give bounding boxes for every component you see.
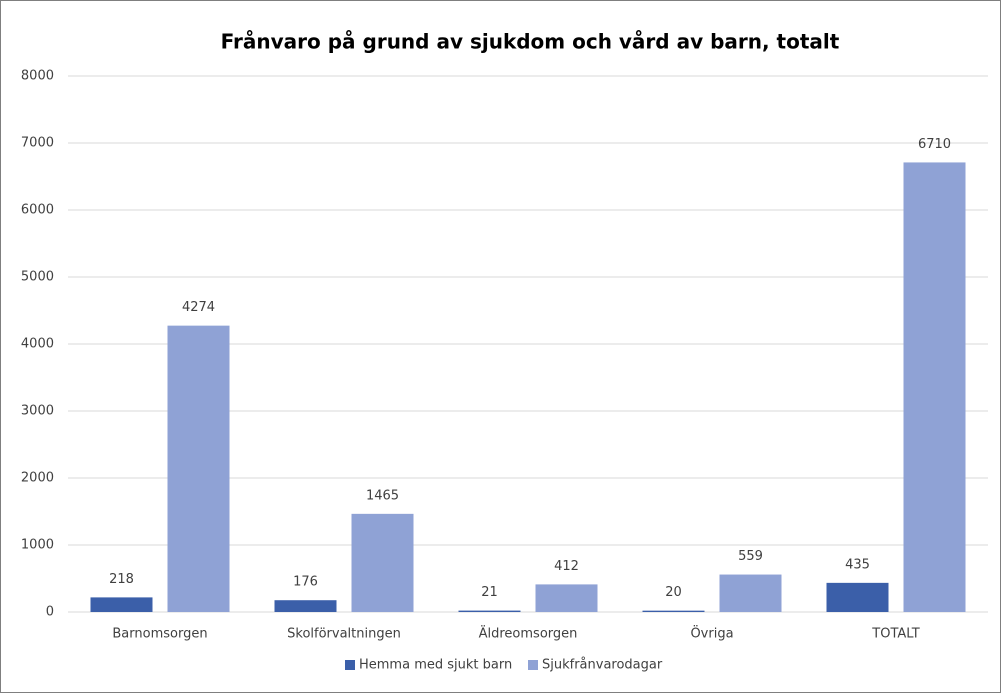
value-label: 435 <box>845 557 870 572</box>
y-tick-label: 1000 <box>21 538 54 553</box>
y-tick-label: 3000 <box>21 404 54 419</box>
x-tick-label: Barnomsorgen <box>112 627 207 642</box>
bar <box>535 584 598 612</box>
bar <box>90 597 153 612</box>
y-tick-label: 4000 <box>21 337 54 352</box>
legend-swatch <box>528 660 538 670</box>
value-label: 559 <box>738 549 763 564</box>
x-tick-label: Övriga <box>690 625 733 642</box>
legend-swatch <box>345 660 355 670</box>
legend-label: Hemma med sjukt barn <box>359 658 512 673</box>
value-label: 218 <box>109 572 134 587</box>
x-tick-label: Skolförvaltningen <box>287 627 401 642</box>
y-tick-label: 8000 <box>21 69 54 84</box>
bar <box>167 325 230 612</box>
value-label: 4274 <box>182 300 215 315</box>
y-tick-label: 6000 <box>21 203 54 218</box>
bar <box>719 574 782 612</box>
bar <box>458 610 521 612</box>
value-label: 21 <box>481 585 498 600</box>
value-label: 176 <box>293 575 318 590</box>
bar <box>903 162 966 612</box>
value-label: 6710 <box>918 137 951 152</box>
y-tick-label: 2000 <box>21 471 54 486</box>
value-label: 412 <box>554 559 579 574</box>
legend-label: Sjukfrånvarodagar <box>542 658 663 673</box>
value-label: 1465 <box>366 488 399 503</box>
bar <box>642 610 705 612</box>
x-tick-label: Äldreomsorgen <box>479 626 578 642</box>
value-label: 20 <box>665 585 682 600</box>
y-tick-label: 7000 <box>21 136 54 151</box>
x-tick-label: TOTALT <box>871 627 919 642</box>
y-tick-label: 5000 <box>21 270 54 285</box>
bar <box>351 513 414 612</box>
bar <box>274 600 337 612</box>
chart-title: Frånvaro på grund av sjukdom och vård av… <box>221 30 840 54</box>
bar <box>826 582 889 612</box>
y-tick-label: 0 <box>46 605 54 620</box>
